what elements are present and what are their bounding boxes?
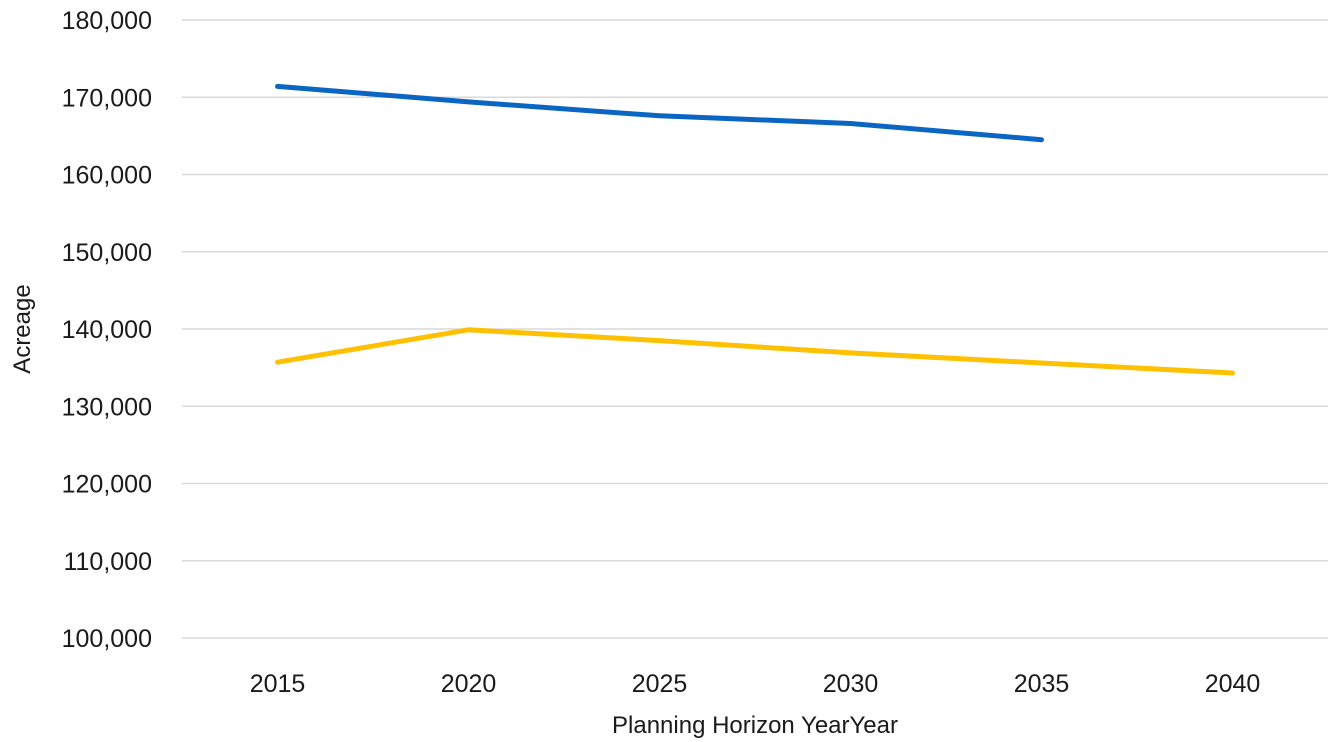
y-tick-label: 160,000 xyxy=(62,162,152,190)
y-tick-label: 130,000 xyxy=(62,393,152,421)
x-tick-label: 2035 xyxy=(1014,670,1070,698)
y-tick-label: 100,000 xyxy=(62,625,152,653)
y-tick-label: 110,000 xyxy=(63,548,152,576)
x-axis-tick-labels: 2015 2020 2025 2030 2035 2040 xyxy=(250,670,1261,698)
x-axis-title: Planning Horizon YearYear xyxy=(612,712,898,739)
series-lines xyxy=(275,83,1235,376)
y-tick-label: 150,000 xyxy=(62,239,152,267)
y-tick-label: 140,000 xyxy=(62,316,152,344)
y-tick-label: 120,000 xyxy=(62,471,152,499)
gridlines xyxy=(182,19,1328,639)
series-line-2 xyxy=(275,327,1235,376)
x-tick-label: 2040 xyxy=(1205,670,1261,698)
y-tick-label: 180,000 xyxy=(62,7,152,35)
y-axis-tick-labels: 100,000 110,000 120,000 130,000 140,000 150,0… xyxy=(62,7,152,653)
y-axis-title: Acreage xyxy=(9,284,36,373)
x-tick-label: 2015 xyxy=(250,670,306,698)
x-tick-label: 2020 xyxy=(441,670,497,698)
series-line-1 xyxy=(275,83,1044,143)
y-tick-label: 170,000 xyxy=(62,84,152,112)
x-tick-label: 2030 xyxy=(823,670,879,698)
x-tick-label: 2025 xyxy=(632,670,688,698)
